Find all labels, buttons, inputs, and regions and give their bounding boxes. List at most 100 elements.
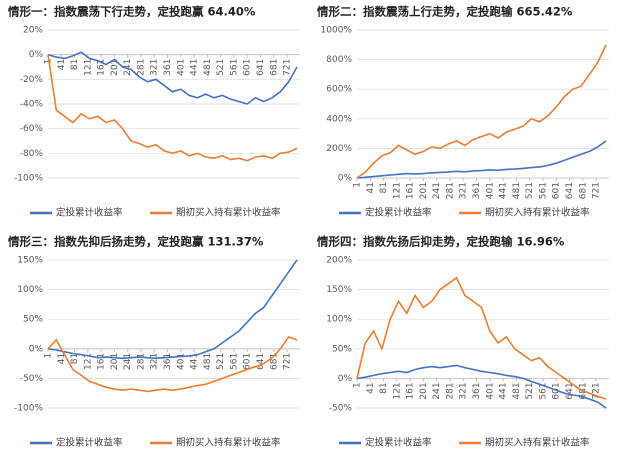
y-tick-label: -100%: [14, 174, 43, 184]
y-tick-label: 50%: [23, 315, 43, 325]
x-tick-label: 601: [243, 59, 253, 76]
chart-panel: 情形四：指数先扬后抑走势，定投跑输 16.96% -50% 0% 50% 100% 150…: [316, 235, 609, 449]
x-tick-label: 81: [70, 59, 80, 70]
x-tick-label: 641: [256, 59, 266, 76]
y-tick-label: 600%: [326, 85, 352, 95]
y-tick-label: 200%: [326, 144, 352, 154]
x-tick-label: 401: [176, 353, 186, 370]
y-tick-label: 150%: [17, 256, 43, 266]
x-tick-label: 121: [392, 382, 402, 399]
x-tick-label: 1: [353, 182, 363, 188]
y-tick-label: 800%: [326, 55, 352, 65]
x-tick-label: 241: [432, 382, 442, 399]
legend-label: 定投累计收益率: [365, 437, 432, 449]
x-tick-label: 641: [565, 382, 575, 399]
series-line: [47, 259, 298, 360]
x-tick-label: 121: [83, 353, 93, 370]
x-tick-label: 1: [44, 353, 54, 359]
chart-title: 情形四：指数先扬后抑走势，定投跑输 16.96%: [316, 235, 565, 249]
x-tick-label: 81: [70, 353, 80, 364]
series-line: [356, 140, 607, 179]
y-tick-label: 200%: [326, 256, 352, 266]
x-tick-label: 161: [406, 182, 416, 199]
x-tick-label: 241: [123, 59, 133, 76]
legend-label: 期初买入持有累计收益率: [176, 207, 281, 219]
x-tick-label: 321: [150, 59, 160, 76]
x-tick-label: 521: [216, 353, 226, 370]
x-tick-label: 441: [499, 182, 509, 199]
x-tick-label: 161: [406, 382, 416, 399]
x-tick-label: 481: [203, 353, 213, 370]
x-tick-label: 521: [216, 59, 226, 76]
x-tick-label: 41: [366, 382, 376, 393]
x-tick-label: 681: [578, 182, 588, 199]
y-tick-label: 150%: [326, 285, 352, 295]
x-tick-label: 361: [472, 382, 482, 399]
chart-panel: 情形一：指数震荡下行走势，定投跑赢 64.40% -100% -80% -60% -40…: [7, 5, 300, 219]
x-tick-label: 481: [512, 382, 522, 399]
x-tick-label: 441: [190, 59, 200, 76]
x-tick-label: 281: [136, 353, 146, 370]
series-line: [356, 44, 607, 179]
chart-title: 情形二：指数震荡上行走势，定投跑输 665.42%: [316, 5, 573, 19]
series-line: [47, 54, 298, 162]
x-tick-label: 481: [203, 59, 213, 76]
y-tick-label: 1000%: [321, 26, 353, 36]
x-tick-label: 41: [57, 59, 67, 70]
y-tick-label: -50%: [20, 374, 44, 384]
y-tick-label: 0%: [29, 344, 44, 354]
x-tick-label: 201: [110, 353, 120, 370]
series-line: [356, 364, 607, 409]
x-tick-label: 561: [538, 182, 548, 199]
y-tick-label: -40%: [20, 100, 44, 110]
x-tick-label: 281: [136, 59, 146, 76]
legend-label: 定投累计收益率: [56, 207, 123, 219]
y-tick-label: 20%: [23, 26, 43, 36]
y-tick-label: -60%: [20, 124, 44, 134]
x-tick-label: 321: [459, 182, 469, 199]
x-tick-label: 281: [445, 182, 455, 199]
x-tick-label: 121: [83, 59, 93, 76]
legend-label: 期初买入持有累计收益率: [485, 207, 590, 219]
series-line: [47, 336, 298, 393]
y-tick-label: -80%: [20, 149, 44, 159]
x-tick-label: 361: [163, 353, 173, 370]
x-tick-label: 721: [283, 59, 293, 76]
x-tick-label: 561: [538, 382, 548, 399]
x-tick-label: 601: [243, 353, 253, 370]
chart-title: 情形一：指数震荡下行走势，定投跑赢 64.40%: [7, 5, 256, 19]
x-tick-label: 281: [445, 382, 455, 399]
x-tick-label: 721: [592, 382, 602, 399]
x-tick-label: 201: [419, 182, 429, 199]
chart-panel: 情形三：指数先抑后扬走势，定投跑赢 131.37% -100% -50% 0% 50% 1…: [7, 235, 300, 449]
y-tick-label: -20%: [20, 75, 44, 85]
x-tick-label: 201: [419, 382, 429, 399]
x-tick-label: 81: [379, 382, 389, 393]
y-tick-label: -100%: [14, 404, 43, 414]
x-tick-label: 361: [163, 59, 173, 76]
x-tick-label: 201: [110, 59, 120, 76]
series-line: [356, 276, 607, 400]
x-tick-label: 361: [472, 182, 482, 199]
x-tick-label: 161: [97, 59, 107, 76]
x-tick-label: 401: [485, 382, 495, 399]
y-tick-label: 50%: [332, 344, 352, 354]
x-tick-label: 681: [269, 353, 279, 370]
x-tick-label: 41: [366, 182, 376, 193]
legend-label: 定投累计收益率: [365, 207, 432, 219]
x-tick-label: 81: [379, 182, 389, 193]
x-tick-label: 681: [269, 59, 279, 76]
x-tick-label: 161: [97, 353, 107, 370]
x-tick-label: 481: [512, 182, 522, 199]
legend-label: 定投累计收益率: [56, 437, 123, 449]
y-tick-label: 400%: [326, 114, 352, 124]
y-tick-label: 0%: [338, 174, 353, 184]
x-tick-label: 521: [525, 182, 535, 199]
x-tick-label: 521: [525, 382, 535, 399]
y-tick-label: 100%: [17, 285, 43, 295]
x-tick-label: 121: [392, 182, 402, 199]
y-tick-label: 0%: [29, 50, 44, 60]
chart-panel: 情形二：指数震荡上行走势，定投跑输 665.42% 0% 200% 400% 600% 8…: [316, 5, 609, 219]
x-tick-label: 721: [592, 182, 602, 199]
series-line: [47, 51, 298, 105]
